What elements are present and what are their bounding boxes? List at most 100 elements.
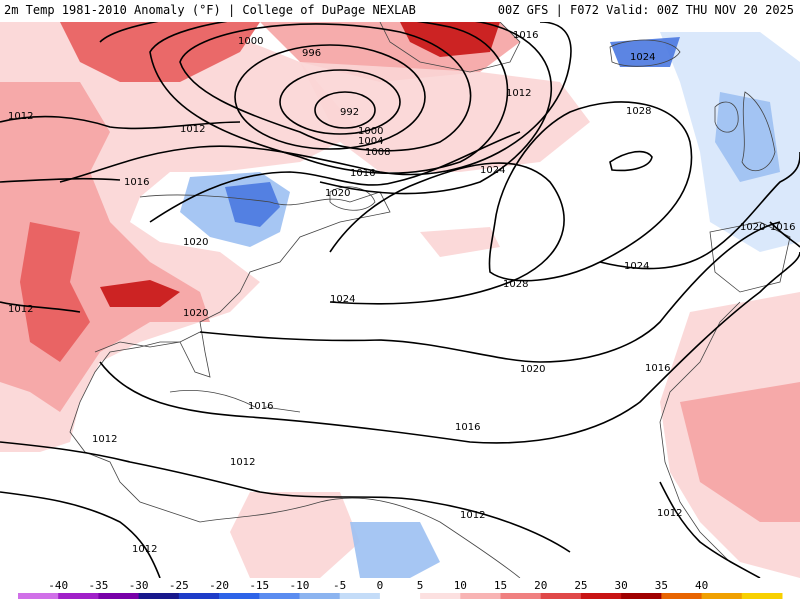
isobar-label: 1012	[460, 510, 485, 521]
colorbar-swatch	[98, 593, 140, 599]
colorbar-swatch	[661, 593, 703, 599]
isobar-1012-west-upper	[0, 301, 81, 313]
warm-anomaly-southeast	[100, 280, 180, 307]
colorbar-tick-label: -35	[88, 579, 108, 592]
coastlines	[69, 22, 791, 578]
isobar-label: 1000	[238, 36, 263, 47]
colorbar-tick-label: 25	[574, 579, 587, 592]
warm-anomaly-plains	[20, 222, 90, 362]
isobar-label: 1016	[350, 168, 375, 179]
isobar-label: 1024	[480, 165, 505, 176]
colorbar-tick-label: -40	[48, 579, 68, 592]
isobar-1024-main	[329, 162, 565, 305]
coast-iberia	[709, 221, 791, 293]
isobar-label: 1016	[248, 401, 273, 412]
warm-anomaly-canada-north	[60, 22, 260, 82]
colorbar-tick-label: -5	[333, 579, 346, 592]
colorbar-swatch	[701, 593, 743, 599]
isobar-1012-sw	[0, 491, 161, 578]
isobar-label: 1020	[183, 237, 208, 248]
colorbar-swatch	[621, 593, 662, 599]
isobars	[0, 22, 800, 578]
isobar-996	[279, 69, 401, 135]
colorbar-swatch	[299, 593, 341, 599]
colorbar-tick-label: 0	[377, 579, 384, 592]
isobar-label: 1020	[520, 364, 545, 375]
isobar-label: 1012	[8, 111, 33, 122]
isobar-1028-inner	[609, 150, 653, 172]
coast-great-britain	[741, 91, 776, 172]
colorbar-tick-label: -30	[129, 579, 149, 592]
temperature-anomaly-colorbar: -40 -35 -30 -25 -20 -15 -10 -5 0 5 10 15 20 25 30 35 40	[18, 579, 783, 599]
model-run-info: 00Z GFS | F072 Valid: 00Z THU NOV 20 202…	[497, 3, 794, 17]
coast-africa-west	[659, 301, 761, 578]
colorbar-swatch	[379, 593, 421, 599]
isobar-label: 1024	[624, 261, 649, 272]
isobar-1004	[179, 23, 472, 152]
colorbar-tick-label: 10	[454, 579, 467, 592]
isobar-label: 1020	[740, 222, 765, 233]
coast-cuba	[169, 389, 256, 408]
colorbar-tick-label: -20	[209, 579, 229, 592]
isobar-label: 1008	[365, 147, 390, 158]
coast-hispaniola	[264, 406, 301, 413]
colorbar-tick-label: 20	[534, 579, 547, 592]
colorbar-tick-label: 35	[655, 579, 668, 592]
coast-north-america-east	[69, 191, 391, 523]
isobar-label: 1012	[506, 88, 531, 99]
warm-anomaly-south-america	[230, 492, 360, 578]
colorbar-swatch	[18, 593, 59, 599]
isobar-1012-africa	[659, 481, 761, 578]
cool-anomaly-south-america	[350, 522, 440, 578]
isobar-1028	[488, 101, 693, 282]
warm-anomaly-mid-atlantic	[420, 227, 500, 257]
colorbar-swatch	[58, 593, 99, 599]
isobar-1020-north	[149, 131, 521, 223]
coast-ireland	[714, 101, 739, 133]
anomaly-map: 1000 996 992 1000 1004 1008 1012 1012 10…	[0, 22, 800, 578]
warm-anomaly-africa-core	[680, 382, 800, 522]
colorbar-swatch	[540, 593, 582, 599]
isobar-label: 1012	[8, 304, 33, 315]
isobar-label: 1028	[626, 106, 651, 117]
isobar-label: 1012	[180, 124, 205, 135]
colorbar-swatch	[178, 593, 220, 599]
isobar-label: 1012	[657, 508, 682, 519]
colorbar-swatch	[339, 593, 381, 599]
isobar-label: 996	[302, 48, 321, 59]
map-title: 2m Temp 1981-2010 Anomaly (°F) | College…	[4, 3, 416, 17]
warm-anomaly-greenland-core	[400, 22, 500, 57]
isobar-label: 1016	[513, 30, 538, 41]
isobar-label: 1020	[325, 188, 350, 199]
isobar-1012-north	[99, 22, 553, 195]
isobar-label: 1016	[770, 222, 795, 233]
isobar-labels: 1000 996 992 1000 1004 1008 1012 1012 10…	[8, 30, 795, 555]
isobar-label: 1016	[124, 177, 149, 188]
isobar-1008	[149, 22, 509, 174]
isobar-1016-east	[769, 221, 800, 248]
isobar-1000	[234, 44, 426, 150]
coast-south-america	[199, 497, 521, 578]
isobar-label: 1016	[645, 363, 670, 374]
isobar-1024-east	[599, 151, 800, 270]
coast-iceland	[609, 39, 681, 67]
isobar-1012-south	[0, 441, 571, 553]
colorbar-tick-label: -10	[290, 579, 310, 592]
isobar-label: 1000	[358, 126, 383, 137]
isobar-label: 1024	[330, 294, 355, 305]
coast-gulf-of-mexico	[94, 331, 201, 353]
colorbar-swatch	[580, 593, 622, 599]
colorbar-tick-label: 15	[494, 579, 507, 592]
colorbar-tick-label: 30	[615, 579, 628, 592]
colorbar-ticks: -40 -35 -30 -25 -20 -15 -10 -5 0 5 10 15 20 25 30 35 40	[48, 579, 708, 592]
colorbar-swatch	[219, 593, 260, 599]
isobar-label: 992	[340, 107, 359, 118]
colorbar-swatch	[259, 593, 300, 599]
isobar-label: 1012	[132, 544, 157, 555]
colorbar-swatch	[420, 593, 461, 599]
isobar-label: 1012	[230, 457, 255, 468]
isobar-1016-mid	[99, 251, 800, 444]
colorbar-swatches	[18, 593, 783, 599]
map-header: 2m Temp 1981-2010 Anomaly (°F) | College…	[0, 0, 800, 22]
anomaly-shading	[0, 22, 800, 578]
